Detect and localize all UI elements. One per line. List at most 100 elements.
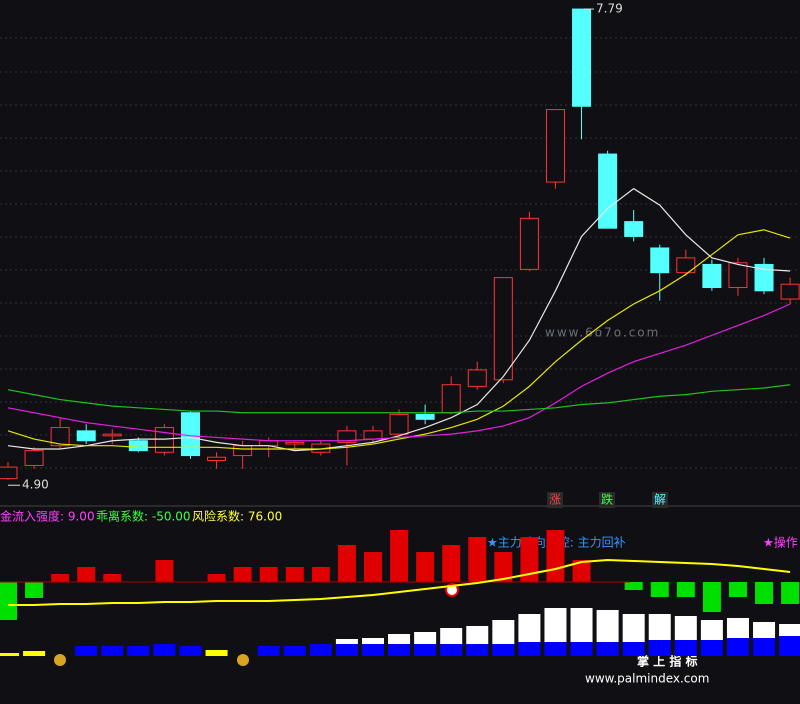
candle-body: [207, 456, 227, 462]
histogram-bar: [416, 552, 435, 582]
candle-body: [441, 384, 461, 414]
histogram-bar: [624, 582, 643, 590]
base-bar: [492, 644, 515, 656]
histogram-bar: [520, 537, 539, 582]
top-bar: [492, 620, 515, 644]
base-bar: [127, 646, 150, 656]
histogram-bar: [155, 560, 174, 582]
top-bar: [779, 624, 800, 636]
moving-average: [7, 229, 791, 450]
min-label: 4.90: [22, 478, 49, 492]
base-bar: [309, 644, 332, 656]
base-bar: [440, 644, 463, 656]
moving-average: [7, 384, 791, 414]
histogram-bar: [546, 530, 565, 582]
candle-body: [650, 247, 670, 274]
watermark: www.6o7o.com: [545, 326, 660, 340]
candle-body: [415, 413, 435, 420]
histogram-bar: [207, 574, 226, 582]
histogram-bar: [103, 574, 122, 582]
histogram-bar: [781, 582, 800, 604]
top-bar: [361, 638, 384, 644]
top-bar: [570, 608, 593, 642]
base-bar: [283, 646, 306, 656]
candle-body: [0, 466, 18, 480]
histogram-bar: [494, 552, 513, 582]
max-label: 7.79: [596, 2, 623, 16]
footer-url: www.palmindex.com: [585, 672, 709, 686]
money-icon: [54, 654, 66, 666]
histogram-bar: [0, 582, 17, 620]
top-bar: [753, 622, 776, 638]
candle-body: [180, 412, 200, 457]
operation-label: ★操作: [763, 535, 798, 550]
base-bar: [466, 644, 489, 656]
candle-body: [598, 153, 618, 229]
histogram-bar: [650, 582, 669, 597]
candle-body: [337, 430, 357, 443]
indicator-label: 乖离系数: -50.00: [96, 509, 191, 524]
base-bar: [700, 640, 723, 656]
base-bar: [518, 642, 541, 656]
footer-brand: 掌 上 指 标: [637, 654, 698, 669]
candle-body: [285, 441, 305, 445]
base-bar: [726, 638, 749, 656]
histogram-bar: [285, 567, 304, 582]
base-bar: [674, 640, 697, 656]
top-bar: [596, 610, 619, 642]
candle-body: [259, 440, 279, 447]
signal-box: [547, 492, 563, 508]
top-bar: [648, 614, 671, 640]
base-bar: [361, 644, 384, 656]
top-bar: [726, 618, 749, 638]
base-bar: [179, 646, 202, 656]
histogram-bar: [77, 567, 96, 582]
top-bar: [414, 632, 437, 644]
indicator-label: 风险系数: 76.00: [192, 509, 282, 524]
histogram-bar: [468, 537, 487, 582]
candle-body: [76, 430, 96, 442]
indicator-label: 金流入强度: 9.00: [0, 509, 95, 524]
histogram-bar: [572, 560, 591, 582]
moving-average: [7, 303, 791, 442]
candle-body: [676, 257, 696, 274]
histogram-bar: [51, 574, 70, 582]
base-bar: [257, 646, 280, 656]
base-bar: [570, 642, 593, 656]
candle-body: [389, 413, 409, 435]
signal-box: [652, 492, 668, 508]
histogram-bar: [442, 545, 461, 582]
signal-box: [599, 492, 615, 508]
histogram-bar: [676, 582, 695, 597]
base-bar: [101, 646, 124, 656]
top-bar: [674, 616, 697, 640]
candle-body: [102, 433, 122, 437]
candle-body: [233, 445, 253, 457]
base-bar: [0, 653, 19, 656]
histogram-bar: [233, 567, 252, 582]
indicator-line: [8, 558, 791, 606]
top-bar: [700, 620, 723, 640]
candle-body: [545, 109, 565, 183]
top-bar: [518, 614, 541, 642]
base-bar: [414, 644, 437, 656]
base-bar: [544, 642, 567, 656]
base-bar: [388, 644, 411, 656]
top-bar: [466, 626, 489, 644]
histogram-bar: [259, 567, 278, 582]
base-bar: [153, 644, 176, 656]
candle-body: [493, 277, 513, 381]
signal: 跌: [601, 492, 613, 507]
top-bar: [544, 608, 567, 642]
candle-body: [128, 440, 148, 452]
signal: 解: [654, 493, 666, 507]
histogram-bar: [25, 582, 44, 598]
top-bar: [440, 628, 463, 644]
base-bar: [335, 644, 358, 656]
money-icon: [237, 654, 249, 666]
histogram-bar: [390, 530, 409, 582]
histogram-bar: [311, 567, 330, 582]
histogram-bar: [363, 552, 382, 582]
